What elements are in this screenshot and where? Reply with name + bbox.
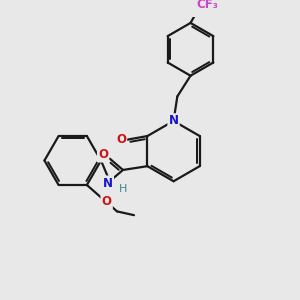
Text: N: N	[169, 114, 178, 128]
Text: H: H	[119, 184, 127, 194]
Text: N: N	[103, 177, 113, 190]
Text: O: O	[102, 196, 112, 208]
Text: O: O	[116, 133, 126, 146]
Text: CF₃: CF₃	[196, 0, 218, 11]
Text: O: O	[98, 148, 108, 161]
